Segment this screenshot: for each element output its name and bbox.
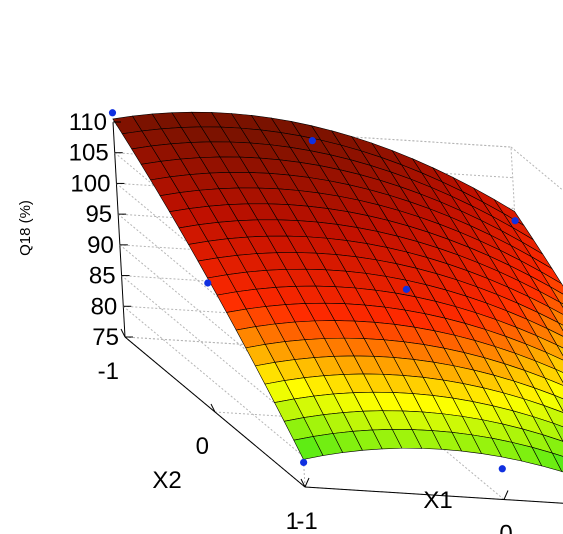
x1-tick-label: -1 (296, 508, 317, 534)
wall-gridline (114, 152, 513, 179)
x2-tick-mark (300, 478, 306, 488)
surface-patch (535, 335, 563, 361)
z-tick-label: 100 (70, 170, 110, 197)
surface-patch (550, 286, 563, 305)
surface-patch (537, 311, 563, 337)
x2-tick-label: 0 (196, 433, 209, 460)
surface-patch (554, 368, 563, 384)
surface-patch (543, 404, 563, 428)
design-points (108, 109, 519, 473)
design-point (300, 458, 308, 467)
surface-mesh (112, 111, 563, 473)
wall-gridline (121, 275, 302, 426)
x2-tick-mark (210, 403, 216, 413)
z-tick-label: 75 (92, 324, 119, 351)
design-point (108, 109, 117, 117)
z-tick-label: 105 (69, 140, 109, 167)
x1-tick-mark (503, 490, 509, 500)
x1-tick-mark (304, 477, 310, 488)
z-tick-label: 90 (87, 232, 114, 259)
surface-patch (546, 327, 563, 349)
x1-axis-label: X1 (423, 487, 452, 514)
x2-axis-label: X2 (152, 467, 181, 494)
z-tick-label: 110 (69, 109, 107, 136)
z-axis-label: Q18 (%) (17, 200, 34, 256)
z-tick-label: 80 (91, 293, 118, 320)
x2-tick-label: -1 (98, 358, 119, 385)
surface-patch (533, 387, 563, 413)
z-axis-ticks: 75 80 85 90 95 100 105 110 (69, 109, 133, 351)
wall-gridline (117, 213, 299, 365)
surface-patch (557, 321, 563, 332)
wall-gridline (112, 121, 512, 148)
surface-patch (538, 290, 563, 315)
wall-gridline (122, 305, 304, 457)
z-tick-label: 85 (89, 263, 116, 290)
design-point (402, 285, 411, 293)
x1-axis-ticks: -101 (296, 477, 513, 534)
x1-tick-label: 0 (499, 521, 512, 534)
x2-tick-mark (120, 328, 126, 338)
surface-patch (559, 301, 563, 308)
surface-patch (545, 351, 563, 373)
design-point (511, 217, 519, 225)
surface-patch (534, 360, 563, 386)
surface-patch (556, 344, 563, 357)
design-point (308, 137, 316, 145)
wall-gridline (119, 244, 301, 396)
surface-patch (542, 434, 563, 457)
x2-tick-label: 1 (286, 508, 299, 534)
surface-patch (553, 394, 563, 412)
z-tick-label: 95 (85, 201, 112, 228)
design-point (204, 279, 212, 287)
surface-patch (544, 377, 563, 400)
z-axis-line (112, 121, 126, 338)
surface-patch (552, 422, 563, 442)
design-point (498, 465, 506, 473)
x2-axis-ticks: -1 0 1 (98, 328, 306, 534)
surface-patch (540, 271, 563, 295)
surface-patch (551, 452, 563, 473)
